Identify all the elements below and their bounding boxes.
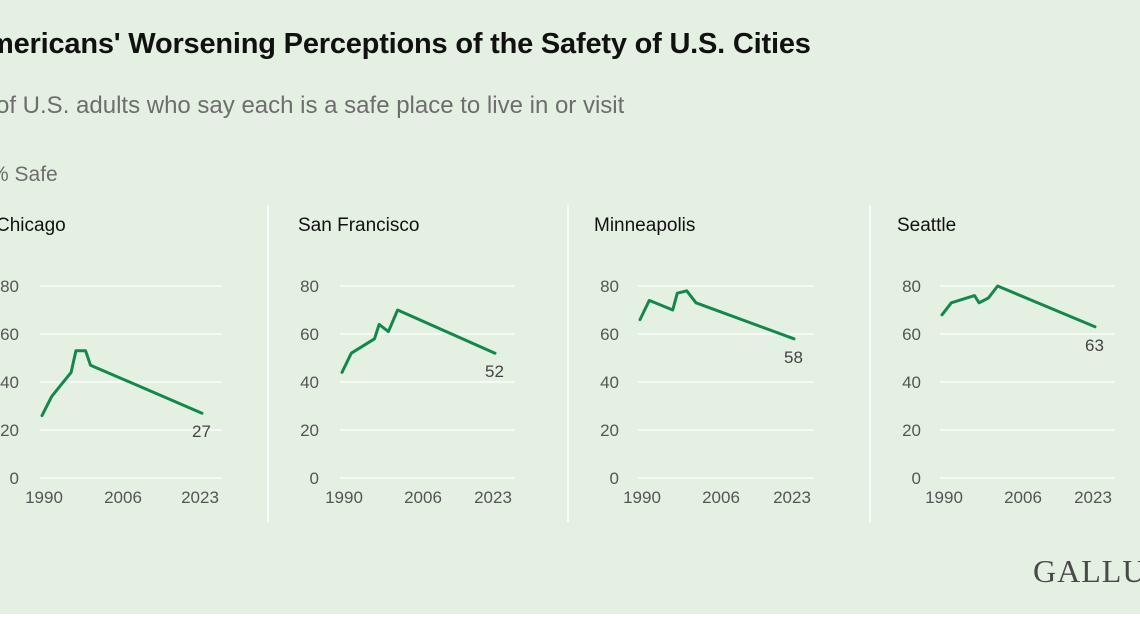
- end-value-label: 52: [485, 362, 504, 381]
- series-line: [638, 289, 796, 341]
- x-tick-label: 2023: [1074, 488, 1112, 507]
- y-tick-label: 0: [912, 469, 921, 488]
- y-tick-label: 40: [600, 373, 619, 392]
- x-tick-label: 1990: [925, 488, 963, 507]
- y-tick-label: 0: [10, 469, 19, 488]
- x-tick-label: 2023: [474, 488, 512, 507]
- x-tick-label: 2006: [404, 488, 442, 507]
- panel-title: San Francisco: [298, 215, 419, 236]
- y-tick-label: 80: [600, 277, 619, 296]
- y-tick-label: 40: [0, 373, 19, 392]
- x-tick-label: 2006: [702, 488, 740, 507]
- end-value-label: 63: [1085, 336, 1104, 355]
- x-tick-label: 2006: [104, 488, 142, 507]
- y-tick-label: 80: [300, 277, 319, 296]
- y-tick-label: 20: [0, 421, 19, 440]
- chart-title: mericans' Worsening Perceptions of the S…: [0, 28, 811, 60]
- x-tick-label: 1990: [325, 488, 363, 507]
- y-tick-label: 40: [300, 373, 319, 392]
- panel-title: Minneapolis: [594, 215, 695, 236]
- series-line: [40, 349, 204, 418]
- end-value-label: 27: [192, 422, 211, 441]
- y-tick-label: 0: [610, 469, 619, 488]
- y-tick-label: 20: [300, 421, 319, 440]
- panel-title: Seattle: [897, 215, 956, 236]
- x-tick-label: 2023: [181, 488, 219, 507]
- y-tick-label: 60: [300, 325, 319, 344]
- y-tick-label: 60: [902, 325, 921, 344]
- y-tick-label: 60: [600, 325, 619, 344]
- x-tick-label: 1990: [623, 488, 661, 507]
- y-tick-label: 20: [600, 421, 619, 440]
- bottom-band: [0, 614, 1140, 617]
- y-tick-label: 60: [0, 325, 19, 344]
- gallup-logo: GALLU: [1033, 553, 1140, 589]
- panel-title: Chicago: [0, 215, 66, 236]
- y-tick-label: 80: [0, 277, 19, 296]
- series-line: [940, 284, 1097, 329]
- y-axis-label: % Safe: [0, 163, 58, 186]
- end-value-label: 58: [784, 348, 803, 367]
- y-tick-label: 40: [902, 373, 921, 392]
- y-tick-label: 0: [310, 469, 319, 488]
- y-tick-label: 20: [902, 421, 921, 440]
- x-tick-label: 2023: [773, 488, 811, 507]
- x-tick-label: 2006: [1004, 488, 1042, 507]
- series-line: [340, 308, 497, 374]
- y-tick-label: 80: [902, 277, 921, 296]
- chart-subtitle: of U.S. adults who say each is a safe pl…: [0, 92, 625, 119]
- x-tick-label: 1990: [25, 488, 63, 507]
